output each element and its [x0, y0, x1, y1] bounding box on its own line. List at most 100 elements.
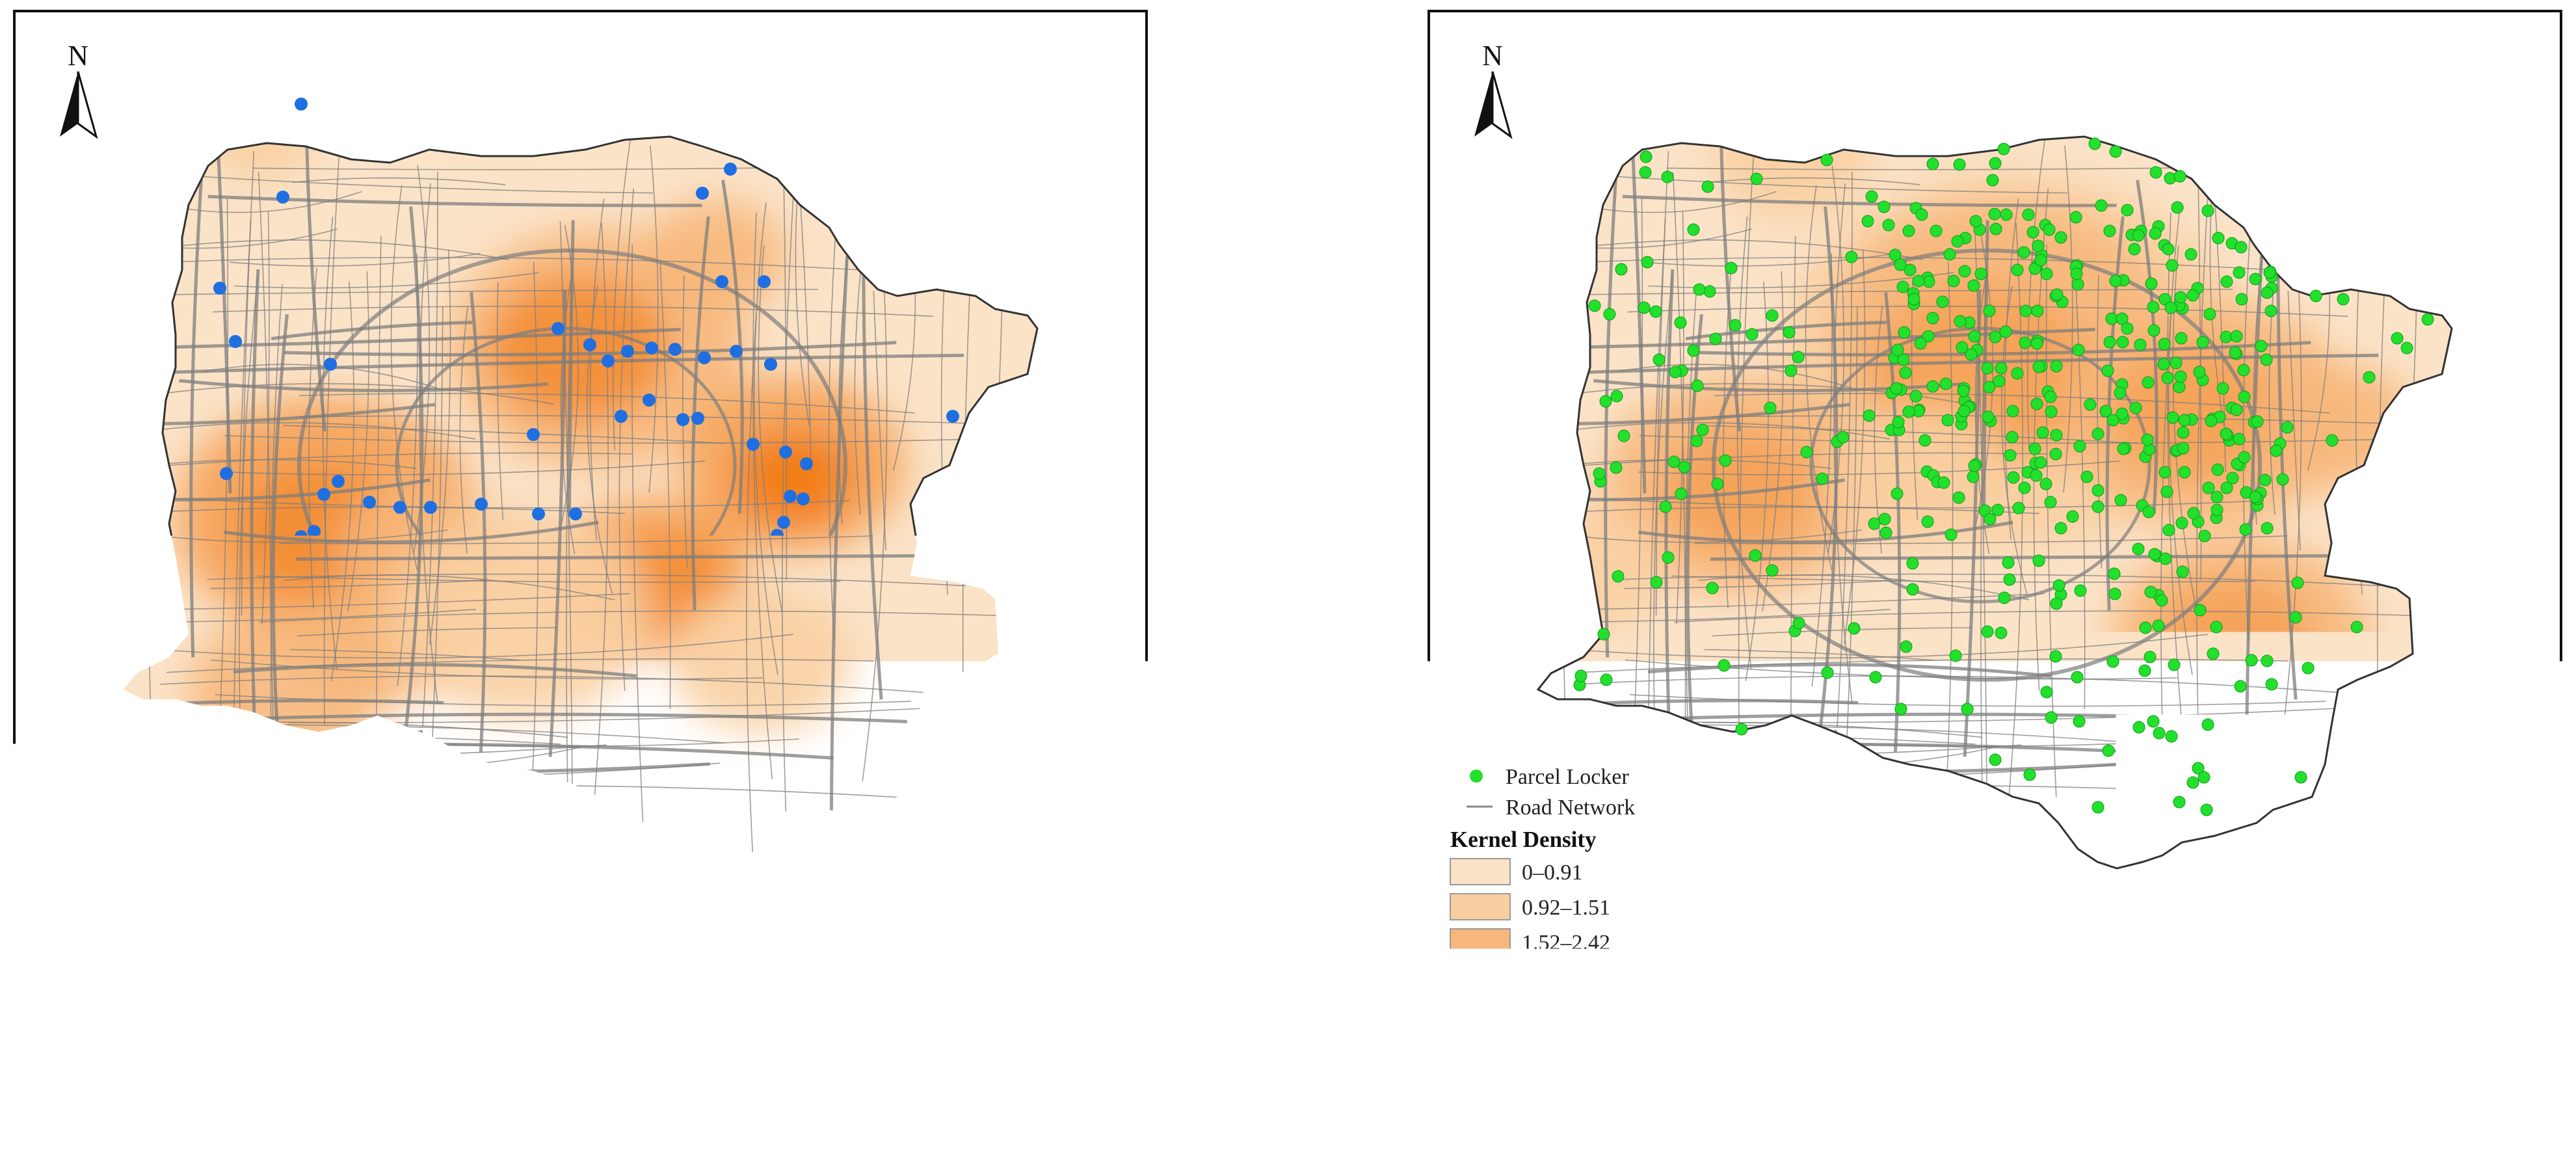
parcel-locker-point — [2233, 433, 2245, 445]
parcel-locker-point — [317, 488, 330, 501]
parcel-locker-point — [1651, 576, 1662, 588]
parcel-locker-point — [621, 345, 634, 358]
parcel-locker-point — [2176, 517, 2188, 529]
parcel-locker-point — [1669, 366, 1681, 378]
parcel-locker-point — [1736, 723, 1747, 735]
parcel-locker-point — [2250, 273, 2261, 285]
parcel-locker-point — [1970, 215, 1982, 227]
parcel-locker-point — [658, 604, 671, 617]
parcel-locker-point — [1751, 173, 1762, 185]
parcel-locker-point — [2290, 611, 2302, 623]
parcel-locker-point — [1940, 378, 1952, 390]
parcel-locker-point — [2106, 313, 2118, 325]
parcel-locker-point — [1968, 280, 1980, 291]
parcel-locker-point — [777, 516, 790, 529]
parcel-locker-point — [2045, 712, 2057, 723]
density-patch — [488, 275, 670, 421]
parcel-locker-point — [2000, 209, 2012, 221]
parcel-locker-point — [2179, 466, 2190, 478]
parcel-locker-point — [1897, 281, 1909, 293]
parcel-locker-point — [2031, 398, 2043, 410]
parcel-locker-point — [569, 507, 582, 520]
legend-class-label: 6.00–9.33 — [1522, 1036, 1610, 1060]
parcel-locker-point — [1822, 667, 1833, 678]
parcel-locker-point — [1959, 265, 1971, 277]
parcel-locker-point — [2107, 414, 2119, 426]
parcel-locker-point — [1907, 557, 1919, 569]
parcel-locker-point — [2023, 209, 2034, 221]
parcel-locker-point — [1948, 275, 1959, 287]
parcel-locker-point — [2261, 287, 2273, 299]
parcel-locker-point — [2201, 804, 2212, 816]
parcel-locker-point — [2177, 427, 2189, 438]
parcel-locker-point — [2045, 496, 2056, 508]
parcel-locker-point — [1954, 315, 1966, 327]
parcel-locker-point — [2071, 268, 2082, 280]
scale-bar-tick-label: 4 — [1075, 1002, 1085, 1022]
parcel-locker-point — [2177, 566, 2188, 578]
parcel-locker-point — [2051, 360, 2062, 372]
parcel-locker-point — [2081, 471, 2093, 483]
parcel-locker-point — [2194, 604, 2206, 616]
road — [155, 832, 626, 842]
parcel-locker-point — [715, 275, 728, 288]
parcel-locker-point — [2337, 293, 2349, 305]
parcel-locker-point — [1837, 431, 1849, 443]
parcel-locker-point — [2401, 342, 2413, 354]
parcel-locker-point — [2261, 655, 2273, 667]
parcel-locker-point — [1898, 327, 1910, 338]
parcel-locker-point — [1880, 527, 1892, 539]
parcel-locker-point — [2174, 170, 2186, 182]
parcel-locker-point — [2142, 434, 2153, 446]
parcel-locker-point — [2162, 372, 2173, 384]
parcel-locker-point — [2199, 530, 2211, 542]
parcel-locker-point — [2129, 243, 2140, 255]
parcel-locker-point — [2170, 357, 2182, 369]
parcel-locker-point — [2035, 457, 2047, 468]
parcel-locker-point — [1746, 328, 1758, 340]
parcel-locker-point — [1987, 174, 1998, 186]
parcel-locker-point — [1927, 312, 1939, 324]
parcel-locker-point — [2238, 451, 2250, 463]
parcel-locker-point — [308, 525, 321, 538]
parcel-locker-point — [1706, 582, 1718, 594]
legend-class-label: 3.84–5.99 — [1522, 1001, 1610, 1025]
parcel-locker-point — [2153, 620, 2164, 632]
legend-class-label: 0–0.21 — [107, 861, 168, 885]
parcel-locker-point — [2002, 557, 2014, 569]
legend-title: Kernel Density — [36, 827, 182, 852]
parcel-locker-point — [2108, 568, 2120, 580]
parcel-locker-point — [2149, 548, 2160, 560]
parcel-locker-point — [1704, 286, 1716, 297]
north-arrow-left — [60, 72, 78, 137]
parcel-locker-point — [1862, 215, 1874, 227]
parcel-locker-point — [2055, 232, 2067, 243]
parcel-locker-point — [1675, 317, 1686, 328]
legend-class-label: 1.52–2.42 — [1522, 931, 1610, 955]
parcel-locker-point — [689, 607, 702, 620]
parcel-locker-point — [2114, 387, 2126, 399]
legend-class-label: 0.84–1.04 — [107, 1001, 196, 1025]
parcel-locker-point — [1892, 344, 1904, 356]
road — [989, 224, 1003, 555]
parcel-locker-point — [1992, 504, 2004, 516]
parcel-locker-point — [1793, 617, 1805, 629]
parcel-locker-point — [2203, 482, 2214, 494]
legend-class-swatch — [1450, 929, 1510, 955]
north-label: N — [68, 40, 88, 72]
parcel-locker-point — [2207, 648, 2219, 660]
parcel-locker-point — [1662, 552, 1674, 563]
parcel-locker-point — [2018, 247, 2030, 258]
parcel-locker-point — [1589, 300, 1600, 312]
parcel-locker-point — [2261, 354, 2272, 366]
parcel-locker-point — [2032, 240, 2044, 252]
parcel-locker-point — [1710, 333, 1721, 345]
parcel-locker-point — [683, 587, 696, 600]
caption-b: (b) — [1932, 1090, 2062, 1138]
parcel-locker-point — [643, 394, 656, 407]
parcel-locker-point — [2143, 506, 2155, 518]
parcel-locker-point — [371, 703, 384, 716]
parcel-locker-point — [2147, 716, 2159, 727]
parcel-locker-point — [2118, 443, 2129, 455]
parcel-locker-point — [1908, 293, 1920, 305]
